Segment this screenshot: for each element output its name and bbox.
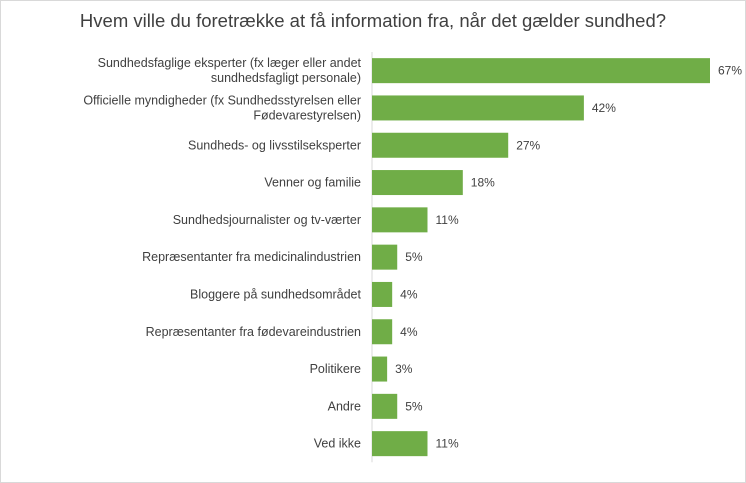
category-label: Politikere (310, 362, 361, 376)
data-label: 11% (435, 213, 458, 227)
bar (372, 356, 388, 382)
category-label: Venner og familie (264, 176, 361, 190)
bar (372, 58, 710, 84)
bar (372, 95, 584, 121)
data-label: 4% (400, 325, 418, 339)
bar (372, 132, 509, 158)
data-label: 4% (400, 287, 418, 301)
data-label: 18% (471, 176, 495, 190)
bar (372, 207, 428, 233)
category-label: Bloggere på sundhedsområdet (190, 287, 361, 301)
bar (372, 393, 398, 419)
category-label: Sundhedsjournalister og tv-værter (173, 213, 361, 227)
category-label: Repræsentanter fra medicinalindustrien (142, 250, 361, 264)
bar (372, 319, 393, 345)
category-label: Andre (328, 399, 361, 413)
data-label: 27% (516, 138, 540, 152)
data-label: 67% (718, 64, 742, 78)
chart-title: Hvem ville du foretrække at få informati… (79, 10, 667, 31)
data-label: 3% (395, 362, 413, 376)
data-label: 42% (592, 101, 616, 115)
category-label: Sundheds- og livsstilseksperter (188, 138, 361, 152)
category-label: Ved ikke (314, 437, 361, 451)
bar (372, 281, 393, 307)
data-label: 11% (435, 437, 458, 451)
data-label: 5% (405, 250, 423, 264)
bar (372, 244, 398, 270)
bar (372, 170, 463, 196)
bar (372, 431, 428, 457)
category-label: Sundhedsfaglige eksperter (fx læger elle… (98, 56, 362, 85)
category-label: Repræsentanter fra fødevareindustrien (146, 325, 361, 339)
data-label: 5% (405, 399, 423, 413)
category-label: Officielle myndigheder (fx Sundhedsstyre… (83, 93, 361, 122)
